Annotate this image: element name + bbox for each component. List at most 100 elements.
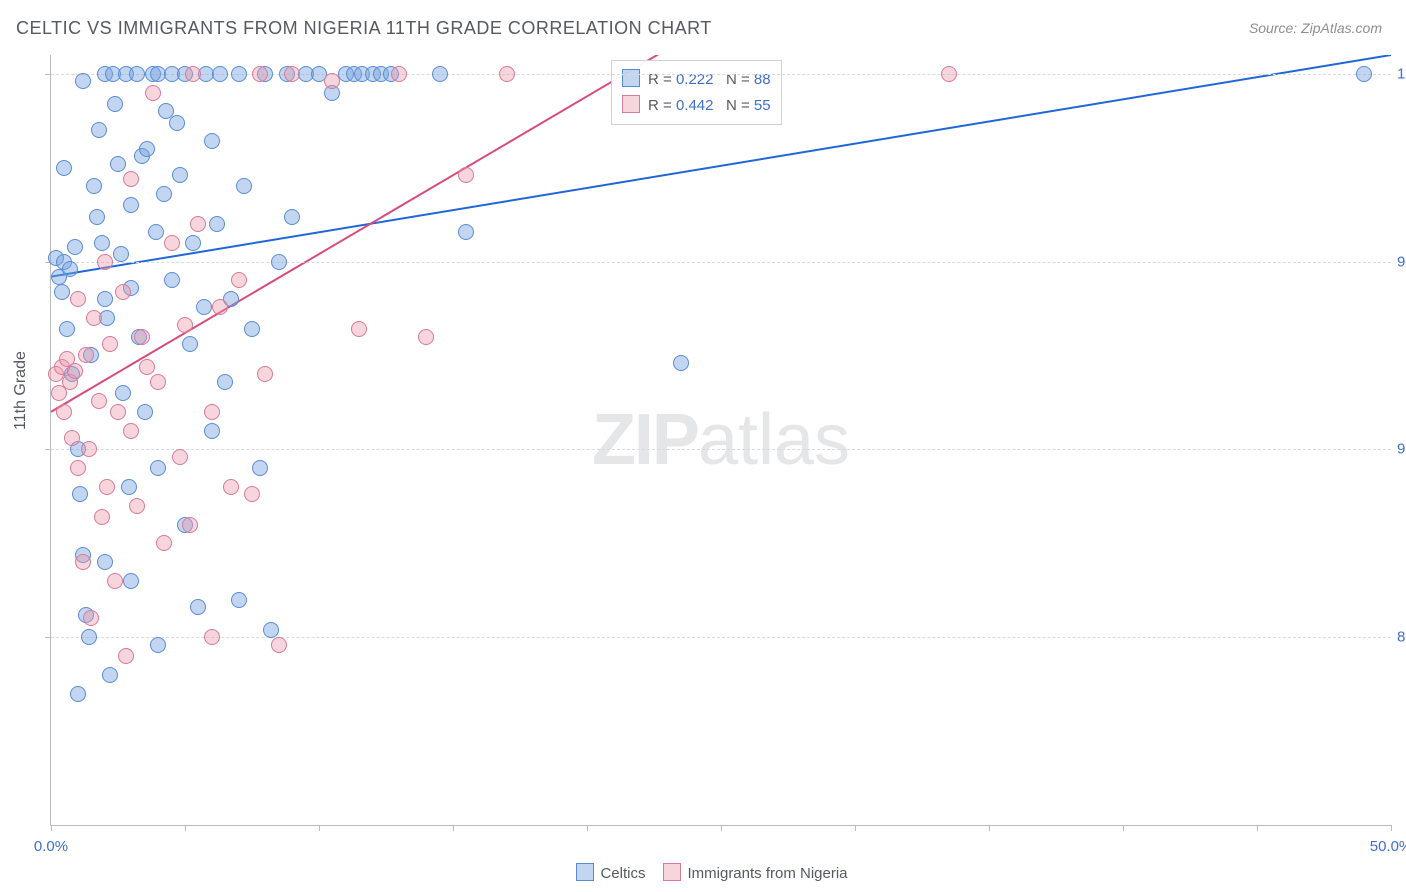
data-point (271, 637, 287, 653)
x-tick-mark (1257, 825, 1258, 831)
data-point (252, 460, 268, 476)
y-tick-mark (45, 449, 51, 450)
data-point (107, 96, 123, 112)
data-point (86, 310, 102, 326)
x-tick-label: 50.0% (1370, 838, 1406, 855)
data-point (169, 115, 185, 131)
data-point (118, 648, 134, 664)
data-point (244, 486, 260, 502)
data-point (190, 216, 206, 232)
data-point (64, 430, 80, 446)
gridline-h (51, 449, 1391, 450)
legend-label: Celtics (600, 865, 645, 882)
data-point (204, 133, 220, 149)
chart-title: CELTIC VS IMMIGRANTS FROM NIGERIA 11TH G… (16, 18, 712, 39)
data-point (91, 122, 107, 138)
data-point (432, 66, 448, 82)
data-point (458, 167, 474, 183)
y-tick-mark (45, 74, 51, 75)
data-point (212, 299, 228, 315)
data-point (284, 66, 300, 82)
data-point (156, 535, 172, 551)
data-point (59, 321, 75, 337)
data-point (177, 317, 193, 333)
data-point (115, 284, 131, 300)
data-point (121, 479, 137, 495)
watermark-light: atlas (698, 400, 850, 480)
data-point (123, 573, 139, 589)
data-point (70, 460, 86, 476)
stats-legend-row: R = 0.442 N = 55 (622, 93, 771, 119)
x-tick-mark (855, 825, 856, 831)
data-point (204, 404, 220, 420)
data-point (81, 441, 97, 457)
data-point (252, 66, 268, 82)
data-point (182, 336, 198, 352)
x-tick-mark (453, 825, 454, 831)
data-point (139, 141, 155, 157)
data-point (94, 235, 110, 251)
plot-area: ZIPatlas R = 0.222 N = 88R = 0.442 N = 5… (50, 55, 1391, 826)
data-point (56, 404, 72, 420)
data-point (244, 321, 260, 337)
y-tick-label: 90.0% (1397, 441, 1406, 458)
data-point (204, 629, 220, 645)
data-point (99, 479, 115, 495)
data-point (182, 517, 198, 533)
x-tick-mark (989, 825, 990, 831)
data-point (67, 239, 83, 255)
data-point (209, 216, 225, 232)
data-point (75, 73, 91, 89)
legend-swatch (663, 863, 681, 881)
legend-swatch (576, 863, 594, 881)
y-axis-label: 11th Grade (12, 351, 30, 430)
data-point (185, 235, 201, 251)
data-point (113, 246, 129, 262)
data-point (212, 66, 228, 82)
data-point (391, 66, 407, 82)
data-point (110, 404, 126, 420)
data-point (129, 66, 145, 82)
data-point (89, 209, 105, 225)
data-point (324, 73, 340, 89)
data-point (231, 66, 247, 82)
source-attribution: Source: ZipAtlas.com (1249, 20, 1382, 36)
x-tick-mark (587, 825, 588, 831)
data-point (81, 629, 97, 645)
data-point (271, 254, 287, 270)
data-point (129, 498, 145, 514)
watermark-bold: ZIP (592, 400, 698, 480)
data-point (91, 393, 107, 409)
stats-legend: R = 0.222 N = 88R = 0.442 N = 55 (611, 60, 782, 125)
data-point (190, 599, 206, 615)
data-point (196, 299, 212, 315)
data-point (139, 359, 155, 375)
data-point (110, 156, 126, 172)
data-point (351, 321, 367, 337)
x-tick-mark (1391, 825, 1392, 831)
watermark: ZIPatlas (592, 399, 850, 481)
data-point (54, 284, 70, 300)
data-point (102, 336, 118, 352)
data-point (94, 509, 110, 525)
trend-lines-layer (51, 55, 1391, 825)
data-point (75, 554, 91, 570)
y-tick-label: 85.0% (1397, 629, 1406, 646)
data-point (137, 404, 153, 420)
data-point (204, 423, 220, 439)
y-tick-label: 95.0% (1397, 253, 1406, 270)
y-tick-label: 100.0% (1397, 65, 1406, 82)
gridline-h (51, 637, 1391, 638)
data-point (123, 197, 139, 213)
data-point (102, 667, 118, 683)
gridline-h (51, 262, 1391, 263)
data-point (107, 573, 123, 589)
x-tick-mark (319, 825, 320, 831)
data-point (236, 178, 252, 194)
data-point (62, 261, 78, 277)
data-point (673, 355, 689, 371)
stats-legend-row: R = 0.222 N = 88 (622, 67, 771, 93)
data-point (145, 85, 161, 101)
x-tick-mark (51, 825, 52, 831)
data-point (56, 160, 72, 176)
